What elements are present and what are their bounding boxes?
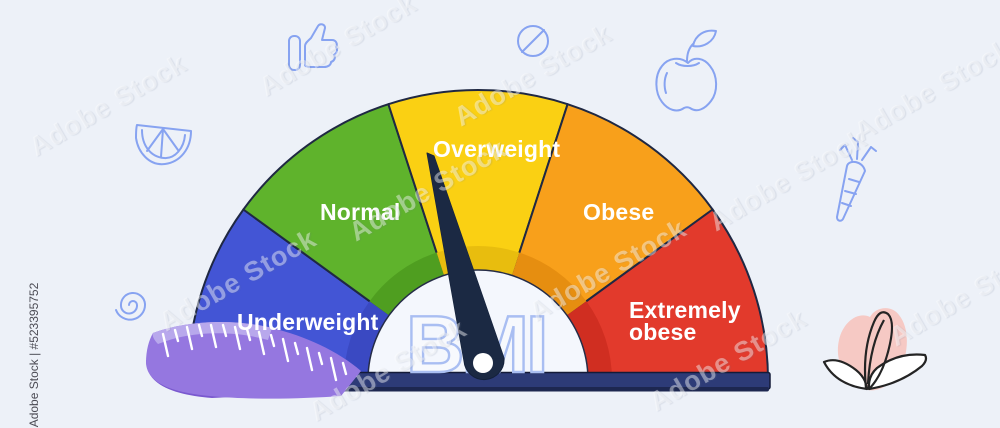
measuring-tape-icon bbox=[146, 321, 361, 399]
lemon-slice-icon bbox=[135, 124, 192, 166]
band-underweight bbox=[344, 301, 389, 380]
band-obese bbox=[512, 252, 587, 316]
spiral-icon bbox=[115, 292, 147, 321]
band-normal bbox=[369, 252, 444, 316]
stock-id-text: Adobe Stock | #523395752 bbox=[27, 282, 41, 428]
thumbs-up-icon bbox=[288, 23, 339, 71]
bmi-illustration: BMI Underweight Normal Overweight Obese … bbox=[24, 0, 1000, 427]
doodle-icons bbox=[115, 23, 877, 321]
carrot-icon bbox=[836, 137, 877, 222]
label-underweight: Underweight bbox=[237, 309, 379, 335]
label-normal: Normal bbox=[320, 199, 401, 225]
no-sign-icon bbox=[517, 25, 549, 57]
tape-body bbox=[146, 321, 361, 399]
bmi-title: BMI bbox=[405, 299, 550, 391]
band-extremely-obese bbox=[567, 301, 613, 380]
label-overweight: Overweight bbox=[433, 136, 561, 162]
label-obese: Obese bbox=[583, 199, 655, 225]
tape-ticks bbox=[161, 323, 348, 382]
apple-icon bbox=[655, 29, 718, 112]
leaf-strokes bbox=[822, 311, 928, 391]
label-extremely-obese: Extremely obese bbox=[629, 297, 741, 345]
leaves-icon bbox=[822, 308, 928, 391]
